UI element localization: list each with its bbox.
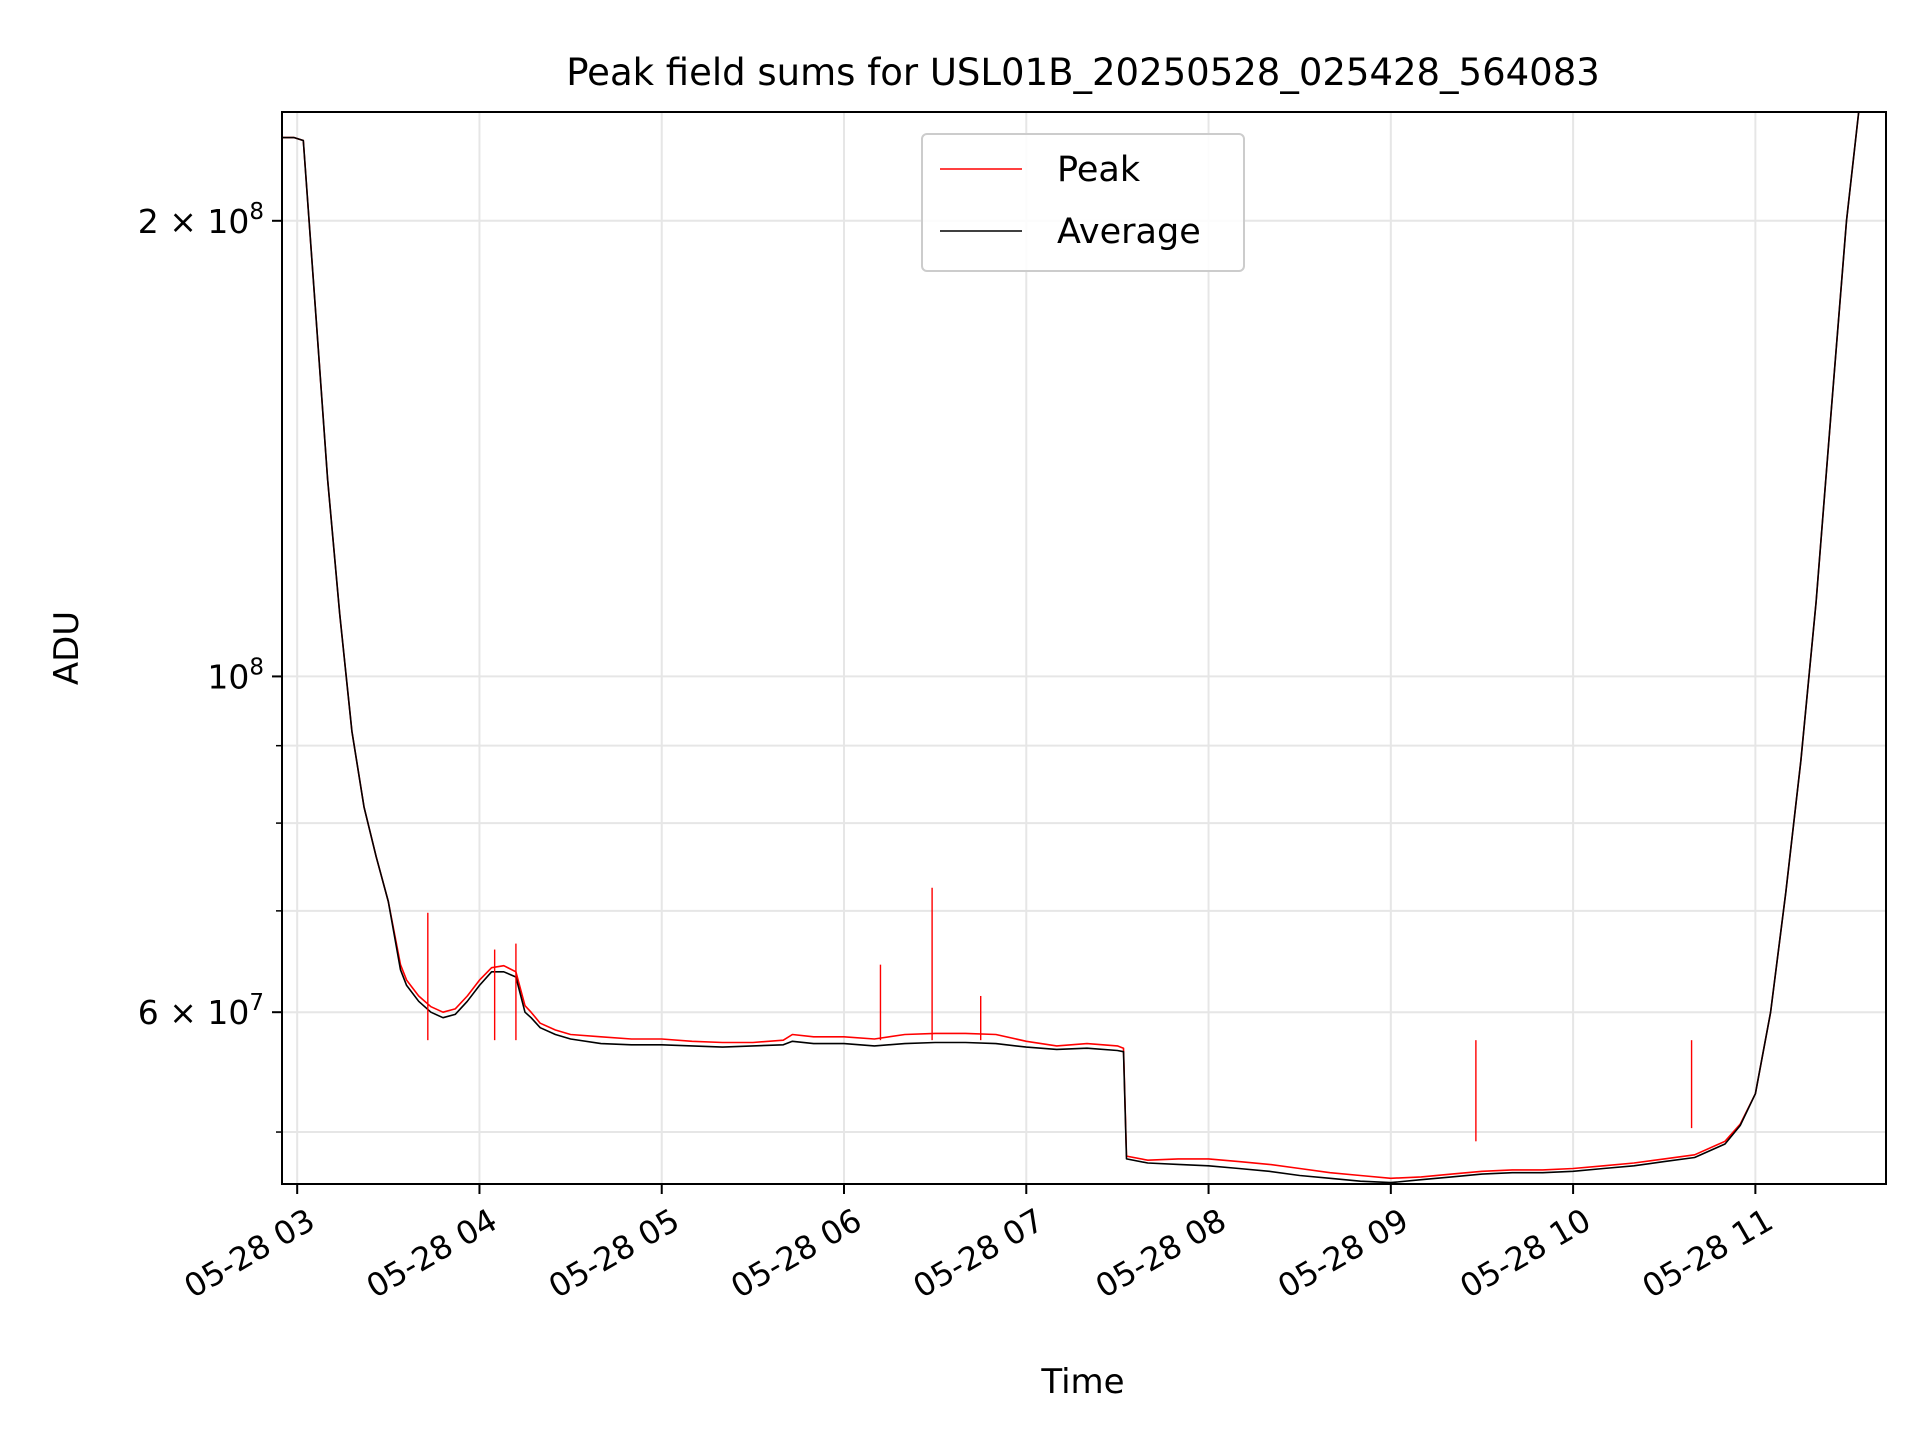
plot-area-frame [281,111,1887,1185]
legend-label-peak: Peak [1057,150,1141,190]
x-axis-label: Time [1040,1362,1124,1402]
plot-series [282,112,1860,1184]
y-tick-label: 6 × 107 [138,990,264,1032]
chart-title: Peak field sums for USL01B_20250528_0254… [566,51,1600,94]
legend-label-average: Average [1057,212,1201,252]
series-line-peak [282,112,1860,1180]
y-tick-label: 2 × 108 [138,199,264,241]
y-tick-label: 108 [207,654,264,696]
legend: Peak Average [921,133,1245,272]
series-line-average [282,112,1860,1184]
y-axis-label: ADU [47,611,87,685]
y-axis: 2 × 108 108 6 × 107 [138,199,282,1133]
